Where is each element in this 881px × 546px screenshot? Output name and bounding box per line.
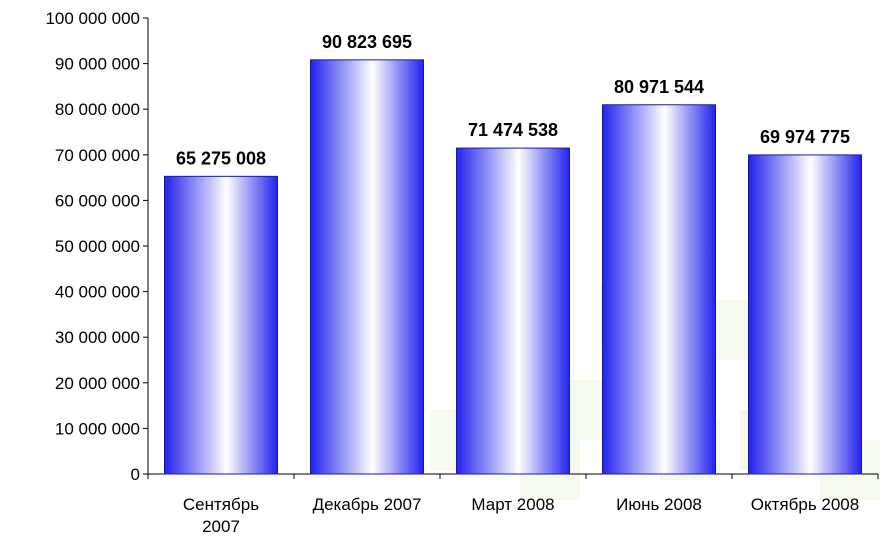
x-category-label: Октябрь 2008 [751,495,859,514]
x-category-label: 2007 [202,517,240,536]
y-tick-label: 40 000 000 [55,283,140,302]
bar [748,154,862,475]
bars [164,59,862,475]
bar-value-label: 69 974 775 [760,127,850,147]
x-category-label: Декабрь 2007 [313,495,422,514]
bar [310,59,424,475]
y-tick-label: 90 000 000 [55,55,140,74]
bar [456,147,570,475]
value-labels: 65 275 008 90 823 695 71 474 538 80 971 544… [176,32,850,169]
bar-value-label: 90 823 695 [322,32,412,52]
bar [164,175,278,475]
x-category-label: Март 2008 [471,495,554,514]
y-tick-label: 60 000 000 [55,191,140,210]
y-axis: 0 10 000 000 20 000 000 30 000 000 40 000 00… [45,9,149,484]
y-tick-label: 20 000 000 [55,374,140,393]
y-tick-label: 0 [131,465,140,484]
y-tick-label: 100 000 000 [45,9,140,28]
bar-value-label: 65 275 008 [176,148,266,168]
y-tick-label: 50 000 000 [55,237,140,256]
bar [602,104,716,475]
y-tick-label: 80 000 000 [55,100,140,119]
bar-value-label: 80 971 544 [614,77,704,97]
bar-value-label: 71 474 538 [468,120,558,140]
x-axis: Сентябрь 2007 Декабрь 2007 Март 2008 Июнь 20… [147,473,879,536]
y-tick-label: 10 000 000 [55,419,140,438]
y-tick-label: 30 000 000 [55,328,140,347]
x-category-label: Июнь 2008 [616,495,702,514]
x-category-label: Сентябрь [183,495,259,514]
y-tick-label: 70 000 000 [55,146,140,165]
